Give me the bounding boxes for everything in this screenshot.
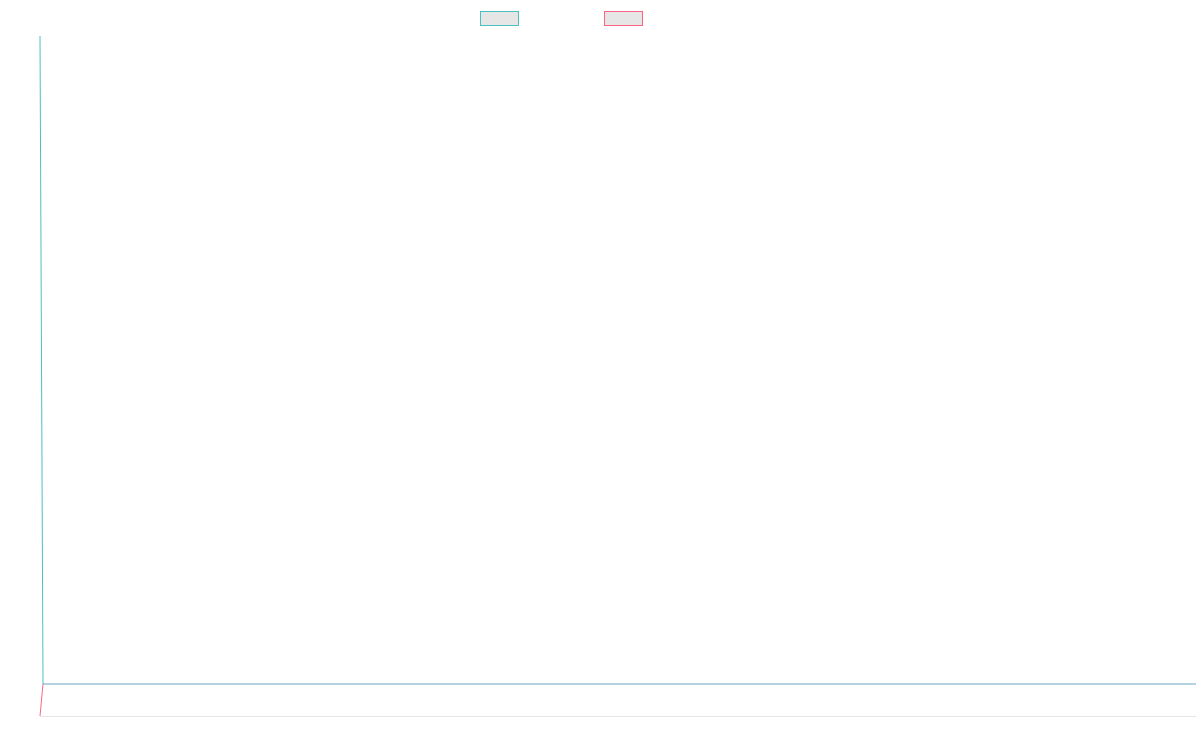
legend-swatch-series-1 — [480, 10, 519, 26]
legend — [0, 9, 1200, 27]
legend-item-series-2[interactable] — [604, 9, 649, 27]
legend-item-series-1[interactable] — [480, 9, 525, 27]
series-layer — [39, 35, 1196, 717]
legend-swatch-series-2 — [604, 10, 643, 26]
series-line-2 — [39, 683, 44, 717]
series-line-1 — [39, 35, 1196, 685]
